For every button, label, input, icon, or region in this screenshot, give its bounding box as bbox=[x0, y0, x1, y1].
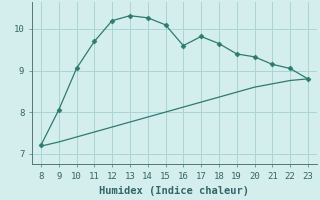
X-axis label: Humidex (Indice chaleur): Humidex (Indice chaleur) bbox=[100, 186, 249, 196]
